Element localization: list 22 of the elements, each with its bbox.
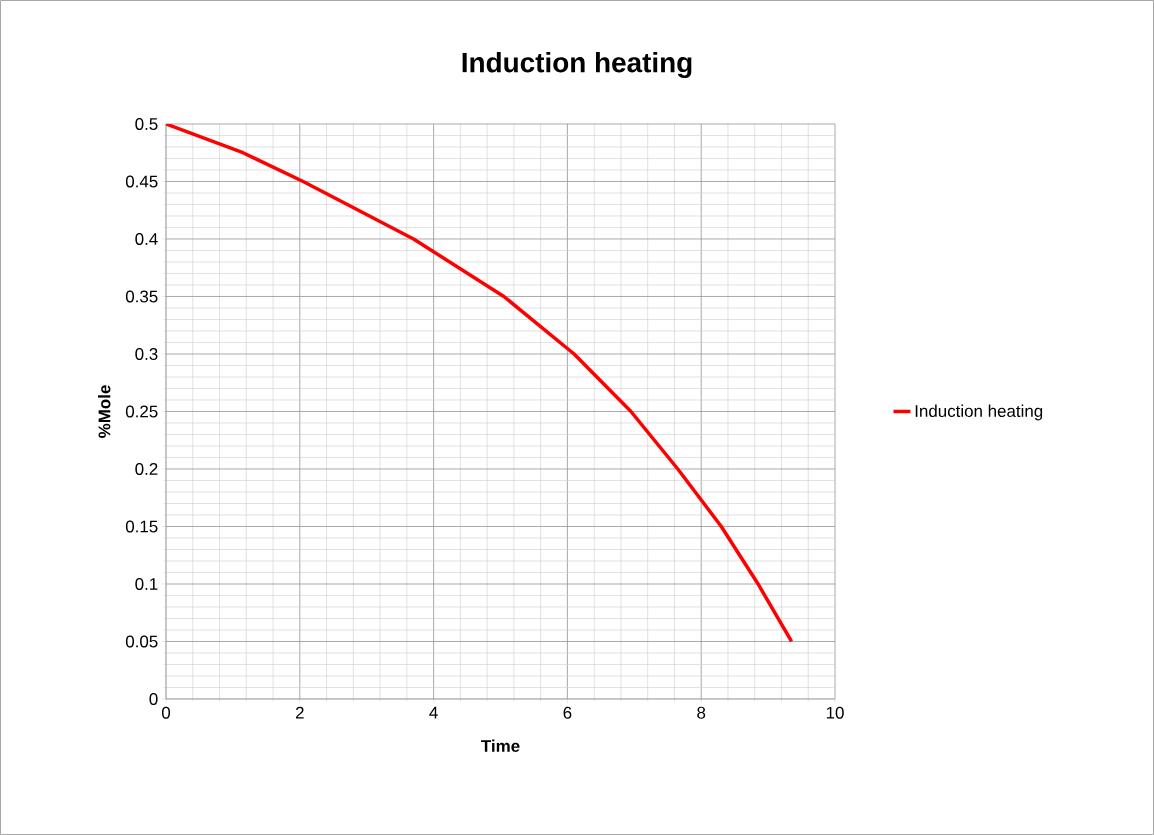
y-tick-label: 0.15	[125, 520, 158, 533]
x-tick-label: 4	[429, 706, 438, 719]
line-series	[166, 123, 794, 644]
x-tick-label: 6	[563, 706, 572, 719]
y-tick-label: 0.2	[135, 462, 158, 475]
x-tick-label: 0	[161, 706, 171, 719]
y-axis-title: %Mole	[98, 385, 111, 438]
legend-label: Induction heating	[915, 404, 1043, 421]
y-tick-label: 0.3	[135, 347, 158, 360]
y-tick-label: 0.45	[125, 175, 158, 188]
y-tick-label: 0.4	[135, 232, 158, 245]
y-tick-label: 0.5	[135, 117, 158, 130]
x-axis-title: Time	[481, 739, 520, 753]
y-tick-label: 0.35	[125, 290, 158, 303]
y-tick-label: 0.25	[125, 405, 158, 418]
x-tick-label: 8	[697, 706, 706, 719]
x-tick-label: 2	[295, 706, 304, 719]
chart-title: Induction heating	[462, 51, 692, 79]
x-tick-label: 10	[826, 706, 844, 719]
y-tick-label: 0.05	[125, 635, 158, 648]
y-tick-label: 0	[149, 692, 158, 705]
y-tick-label: 0.1	[135, 577, 158, 590]
